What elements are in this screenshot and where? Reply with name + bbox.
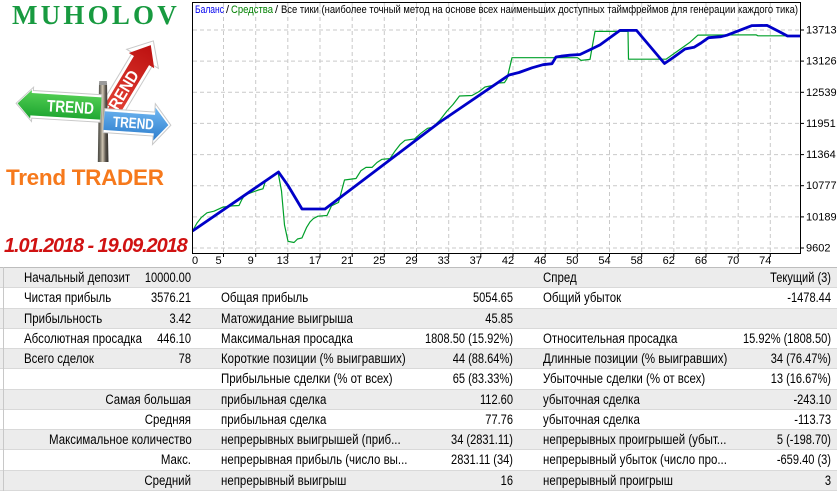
svg-text:46: 46	[534, 255, 546, 267]
svg-text:33: 33	[438, 255, 450, 267]
svg-text:10777: 10777	[806, 180, 837, 192]
svg-text:9: 9	[248, 255, 254, 267]
svg-text:13126: 13126	[806, 56, 837, 68]
svg-text:29: 29	[405, 255, 417, 267]
svg-text:17: 17	[309, 255, 321, 267]
svg-text:62: 62	[663, 255, 675, 267]
svg-text:37: 37	[470, 255, 482, 267]
svg-text:5: 5	[215, 255, 221, 267]
svg-text:11364: 11364	[806, 149, 836, 161]
svg-text:/: /	[275, 4, 279, 16]
svg-text:70: 70	[727, 255, 739, 267]
svg-text:13: 13	[277, 255, 289, 267]
svg-text:25: 25	[373, 255, 385, 267]
svg-text:Баланс: Баланс	[195, 4, 224, 16]
svg-text:74: 74	[759, 255, 771, 267]
svg-text:TREND: TREND	[112, 114, 154, 134]
svg-text:11951: 11951	[806, 118, 836, 130]
svg-text:42: 42	[502, 255, 514, 267]
svg-text:66: 66	[695, 255, 707, 267]
svg-text:50: 50	[566, 255, 578, 267]
svg-text:12539: 12539	[806, 87, 837, 99]
svg-text:0: 0	[192, 255, 198, 267]
svg-text:/: /	[226, 4, 230, 16]
svg-text:10189: 10189	[806, 211, 837, 223]
svg-text:Средства: Средства	[231, 4, 274, 16]
svg-text:9602: 9602	[806, 243, 830, 255]
svg-text:TREND: TREND	[46, 97, 94, 118]
svg-text:Все тики (наиболее точный мето: Все тики (наиболее точный метод на основ…	[281, 4, 798, 16]
svg-text:13713: 13713	[806, 25, 837, 37]
svg-text:54: 54	[598, 255, 610, 267]
svg-text:21: 21	[341, 255, 353, 267]
svg-text:58: 58	[631, 255, 643, 267]
